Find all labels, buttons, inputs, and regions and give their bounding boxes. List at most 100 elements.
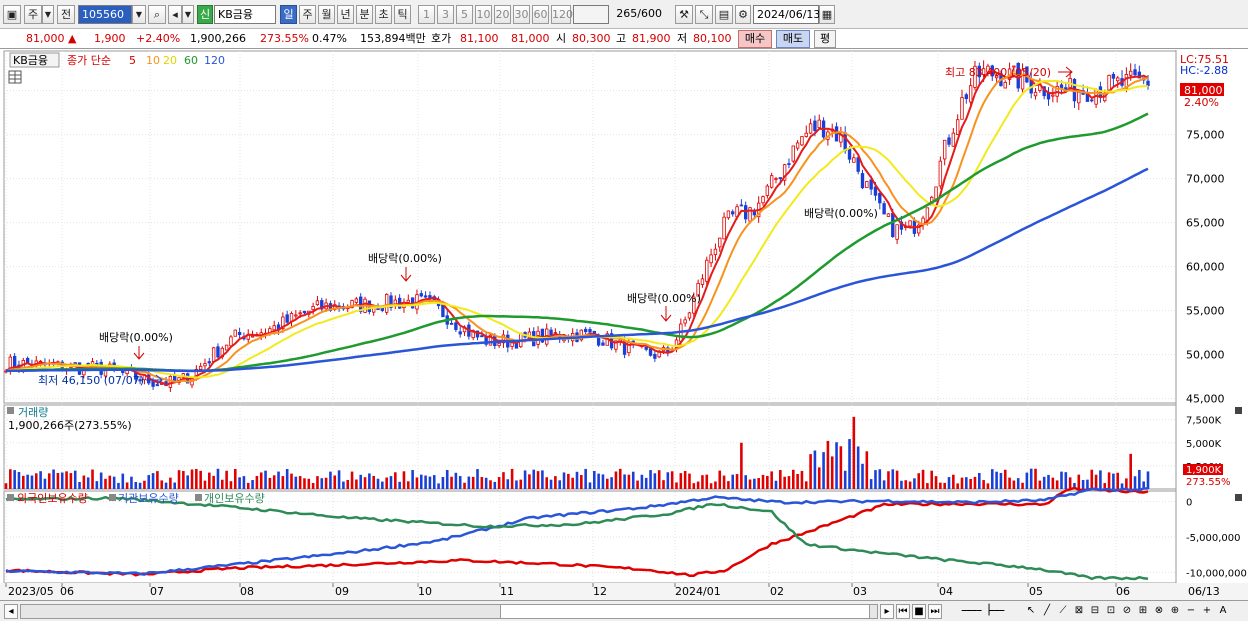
zoom-out-icon[interactable]: − — [1186, 605, 1196, 616]
interval-custom-input[interactable] — [573, 5, 609, 24]
first-icon[interactable]: ⏮ — [896, 604, 910, 619]
speaker-icon[interactable]: ◂ — [168, 5, 182, 24]
low-label: 저 — [677, 32, 688, 45]
stock-code-input[interactable]: 105560 — [78, 5, 132, 24]
candle-body — [272, 325, 276, 331]
interval-60[interactable]: 60 — [532, 5, 549, 24]
volume-bar — [744, 475, 747, 489]
zoom-in-icon[interactable]: + — [1202, 605, 1212, 616]
gear-icon[interactable]: ⚙ — [735, 5, 751, 24]
volume-bar — [921, 469, 925, 489]
legend-ma-label: 종가 단순 — [67, 54, 111, 67]
window-icon[interactable]: ▣ — [3, 5, 21, 24]
candle-body — [389, 295, 393, 308]
scroll-right-icon[interactable]: ▸ — [880, 604, 894, 619]
interval-3[interactable]: 3 — [437, 5, 454, 24]
volume-bar — [1047, 474, 1050, 489]
chart-area[interactable]: 45,000 50,000 55,000 60,000 65,000 70,000 75,0… — [0, 50, 1248, 601]
tool-icon-7[interactable]: ⊘ — [1122, 605, 1132, 616]
dividend-note-2: 배당락(0.00%) — [368, 252, 442, 265]
search-icon[interactable]: ⌕ — [148, 5, 166, 24]
tool-icon-3[interactable]: ⟋ — [1059, 605, 1067, 616]
tool-icon-9[interactable]: ⊗ — [1154, 605, 1164, 616]
candle-body — [782, 164, 787, 181]
tab-prev[interactable]: 전 — [57, 5, 75, 24]
volume-bar — [657, 470, 661, 489]
chart-settings-icon[interactable]: ⚒ — [675, 5, 693, 24]
price-tick-label: 75,000 — [1186, 129, 1225, 142]
interval-5[interactable]: 5 — [456, 5, 473, 24]
tool-icon-4[interactable]: ⊠ — [1074, 605, 1084, 616]
volume-bar — [233, 469, 237, 489]
x-axis: 2023/05 06 07 08 09 10 11 12 2024/01 02 03 04 05 06 06… — [0, 583, 1248, 601]
holdings-axis: 0 -5,000,000 -10,000,000 — [1186, 498, 1247, 580]
stock-name-field[interactable]: KB금융 — [214, 5, 276, 24]
period-second[interactable]: 초 — [375, 5, 392, 24]
volume-panel-close-icon[interactable] — [1235, 407, 1242, 414]
volume-bar — [627, 474, 631, 489]
last-icon[interactable]: ⏭ — [928, 604, 942, 619]
volume-bar — [13, 470, 16, 489]
tab-stock[interactable]: 주 — [24, 5, 42, 24]
period-tick[interactable]: 틱 — [394, 5, 411, 24]
scroll-left-icon[interactable]: ◂ — [4, 604, 18, 619]
save-icon[interactable]: ▤ — [715, 5, 733, 24]
period-day[interactable]: 일 — [280, 5, 297, 24]
candle-body — [423, 295, 428, 298]
scrollbar-thumb[interactable] — [500, 604, 870, 619]
volume-bar — [644, 477, 648, 489]
volume-bar — [1107, 472, 1111, 489]
tool-icon-8[interactable]: ⊞ — [1138, 605, 1148, 616]
volume-bar — [584, 468, 587, 489]
volume-bar — [536, 471, 540, 489]
zoom-slider[interactable]: ⎯⎯⎯⎯▕⎯⎯⎯ — [961, 605, 1005, 616]
period-minute[interactable]: 분 — [356, 5, 373, 24]
buy-button[interactable]: 매수 — [738, 30, 772, 48]
font-size-icon[interactable]: A — [1219, 605, 1227, 616]
volume-bar — [407, 481, 410, 489]
code-dropdown-icon[interactable]: ▼ — [132, 5, 146, 24]
volume-bar — [186, 475, 189, 489]
period-year[interactable]: 년 — [337, 5, 354, 24]
stop-icon[interactable]: ■ — [912, 604, 926, 619]
interval-20[interactable]: 20 — [494, 5, 511, 24]
volume-bar — [1094, 474, 1098, 489]
eval-button[interactable]: 평 — [814, 30, 836, 48]
x-tick-label: 2024/01 — [675, 585, 721, 598]
volume-tick-label: 7,500K — [1186, 416, 1222, 427]
tool-icon-1[interactable]: ↖ — [1026, 605, 1036, 616]
volume-bar — [887, 471, 890, 489]
volume-bar — [973, 476, 977, 489]
candle-body — [501, 334, 506, 344]
speaker-dropdown-icon[interactable]: ▼ — [182, 5, 194, 24]
tool-icon-10[interactable]: ⊕ — [1170, 605, 1180, 616]
candle-body — [817, 119, 821, 129]
interval-30[interactable]: 30 — [513, 5, 530, 24]
tool-icon-5[interactable]: ⊟ — [1090, 605, 1100, 616]
calendar-icon[interactable]: ▦ — [819, 5, 835, 24]
period-week[interactable]: 주 — [299, 5, 316, 24]
holdings-line-2 — [5, 495, 1149, 581]
sell-button[interactable]: 매도 — [776, 30, 810, 48]
interval-10[interactable]: 10 — [475, 5, 492, 24]
tool-icon-6[interactable]: ⊡ — [1106, 605, 1116, 616]
holdings-panel-close-icon[interactable] — [1235, 494, 1242, 501]
candle-body — [726, 210, 731, 219]
interval-120[interactable]: 120 — [551, 5, 573, 24]
period-month[interactable]: 월 — [318, 5, 335, 24]
legend-stock-box[interactable] — [9, 52, 60, 68]
volume-bar — [437, 483, 440, 489]
pct-tag: 2.40% — [1184, 96, 1219, 109]
tool-icon-2[interactable]: ╱ — [1043, 605, 1051, 616]
volume-bar — [1064, 472, 1068, 489]
volume-bar — [640, 474, 644, 489]
candle-body — [739, 204, 744, 207]
date-input[interactable]: 2024/06/13 — [753, 5, 820, 24]
price-tag: 81,000 — [1184, 84, 1223, 97]
data-count-field[interactable]: 265/600 — [616, 7, 662, 20]
chevron-down-icon[interactable]: ▼ — [42, 5, 54, 24]
interval-1[interactable]: 1 — [418, 5, 435, 24]
grid-lines — [4, 51, 1176, 583]
volume-bar — [445, 469, 449, 489]
drawing-tool-icon[interactable]: ⤡ — [695, 5, 713, 24]
